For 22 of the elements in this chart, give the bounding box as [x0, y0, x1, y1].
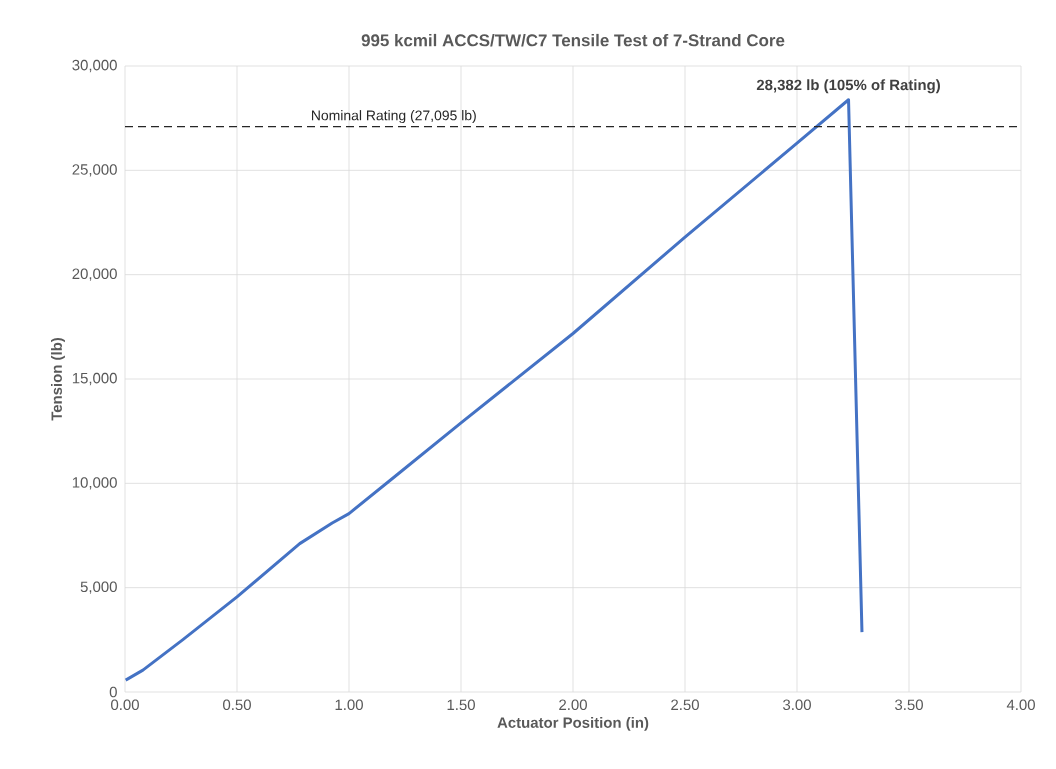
- y-tick-label: 20,000: [72, 268, 117, 281]
- y-tick-label: 30,000: [72, 59, 117, 73]
- x-tick-label: 0.50: [223, 699, 251, 711]
- y-axis-title: Tension (lb): [51, 337, 65, 421]
- y-tick-label: 15,000: [72, 372, 117, 386]
- x-tick-label: 2.00: [559, 699, 587, 711]
- y-tick-label: 25,000: [72, 164, 117, 177]
- line-series: [124, 98, 864, 682]
- x-axis-title: Actuator Position (in): [497, 716, 649, 731]
- y-tick-label: 10,000: [72, 477, 117, 490]
- x-tick-label: 3.50: [895, 699, 923, 711]
- y-tick-label: 5,000: [80, 581, 117, 594]
- x-tick-label: 0.00: [111, 699, 139, 711]
- x-tick-label: 2.50: [671, 699, 699, 711]
- annotation: 28,382 lb (105% of Rating): [756, 79, 940, 94]
- chart-title: 995 kcmil ACCS/TW/C7 Tensile Test of 7-Strand Core: [361, 33, 785, 47]
- x-tick-label: 4.00: [1006, 699, 1035, 711]
- x-tick-label: 1.50: [447, 699, 475, 711]
- ref-line-label: Nominal Rating (27,095 lb): [311, 110, 476, 124]
- x-tick-label: 3.00: [783, 699, 811, 711]
- y-tick-label: 0: [109, 686, 117, 698]
- x-tick-label: 1.00: [335, 699, 363, 711]
